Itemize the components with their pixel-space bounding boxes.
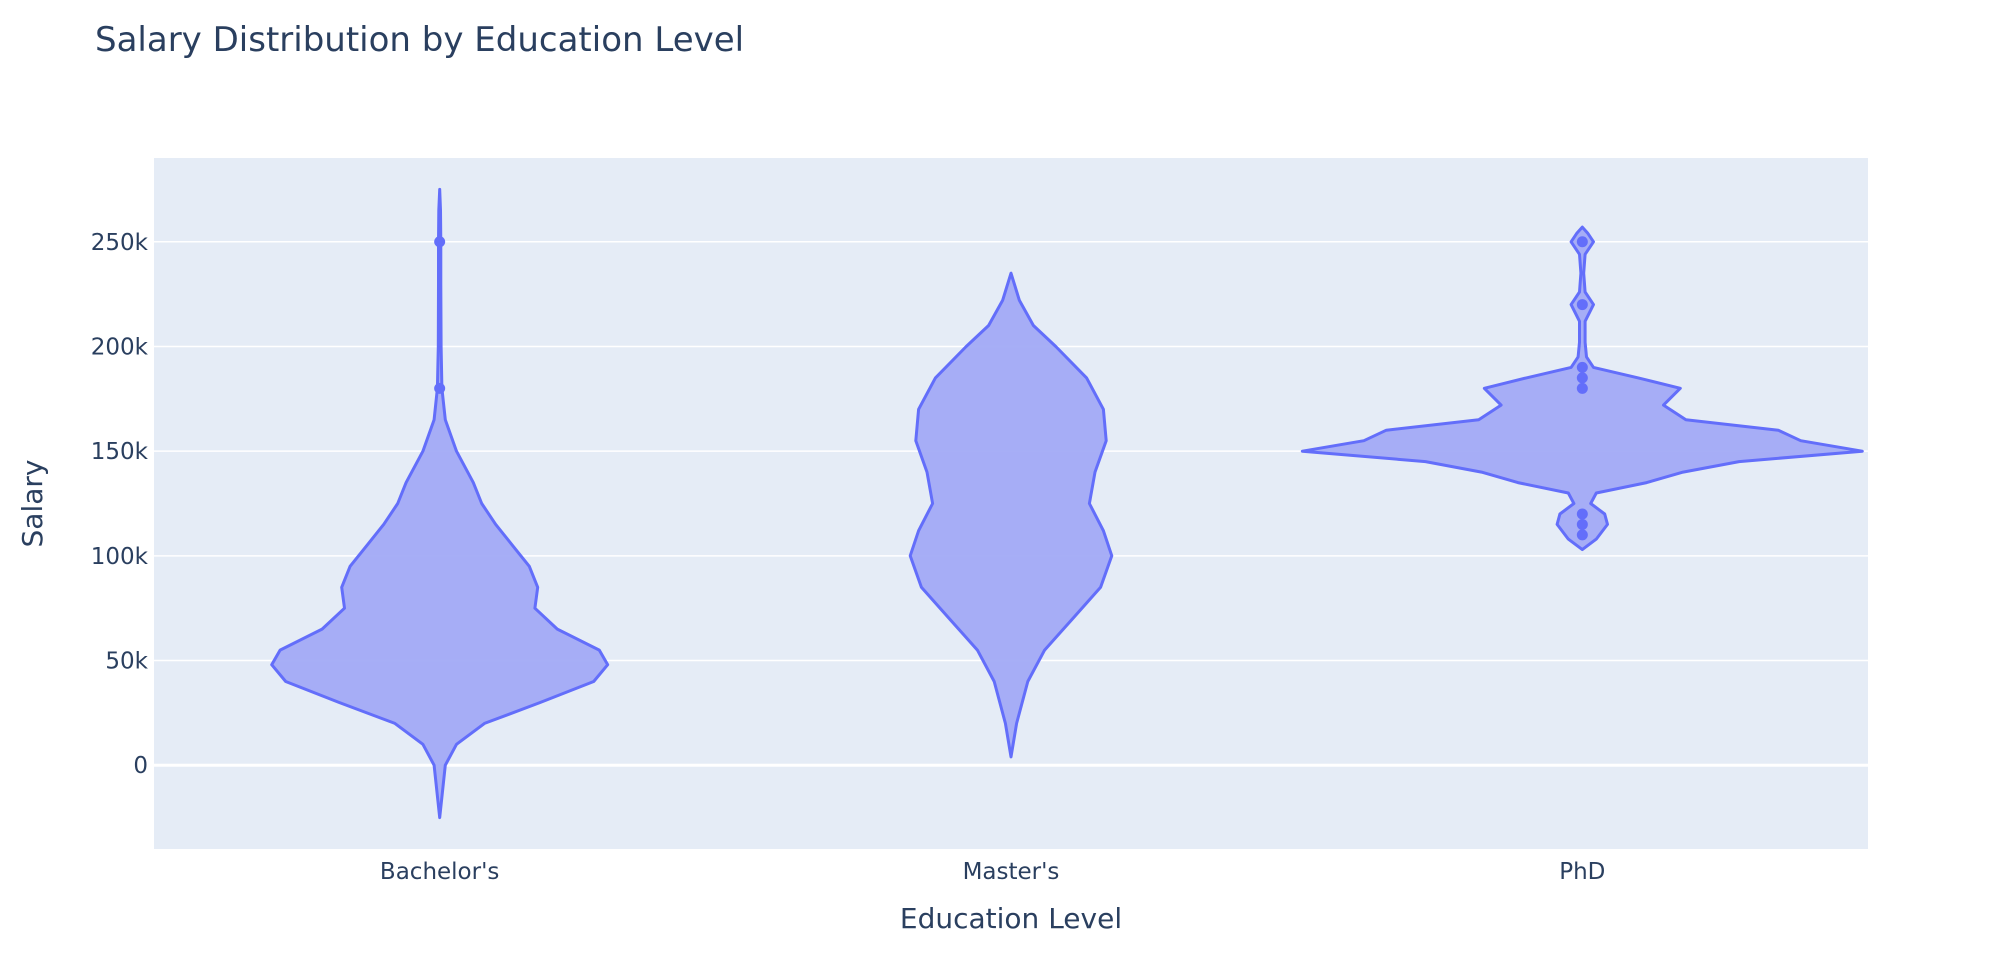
outlier-point [1576, 236, 1588, 248]
x-tick-label: Master's [963, 859, 1060, 885]
y-tick-label: 200k [91, 334, 149, 360]
outlier-point [1576, 518, 1588, 530]
x-tick-label: Bachelor's [380, 859, 499, 885]
y-tick-label: 100k [91, 544, 149, 570]
outlier-point [1576, 508, 1588, 520]
x-tick-label: PhD [1559, 859, 1605, 885]
outlier-point [1576, 361, 1588, 373]
x-axis-title: Education Level [900, 902, 1122, 935]
violin-master-s [908, 271, 1114, 759]
outlier-point [1576, 382, 1588, 394]
y-tick-label: 150k [91, 439, 149, 465]
y-tick-label: 250k [91, 230, 149, 256]
outlier-point [434, 236, 446, 248]
outlier-point [1576, 372, 1588, 384]
outlier-point [1576, 529, 1588, 541]
chart-title: Salary Distribution by Education Level [95, 20, 745, 60]
y-tick-label: 0 [133, 753, 148, 779]
y-tick-label: 50k [105, 649, 148, 675]
outlier-point [434, 382, 446, 394]
violin-bachelor-s [270, 187, 610, 820]
outlier-point [1576, 299, 1588, 311]
y-axis-title: Salary [16, 460, 49, 548]
